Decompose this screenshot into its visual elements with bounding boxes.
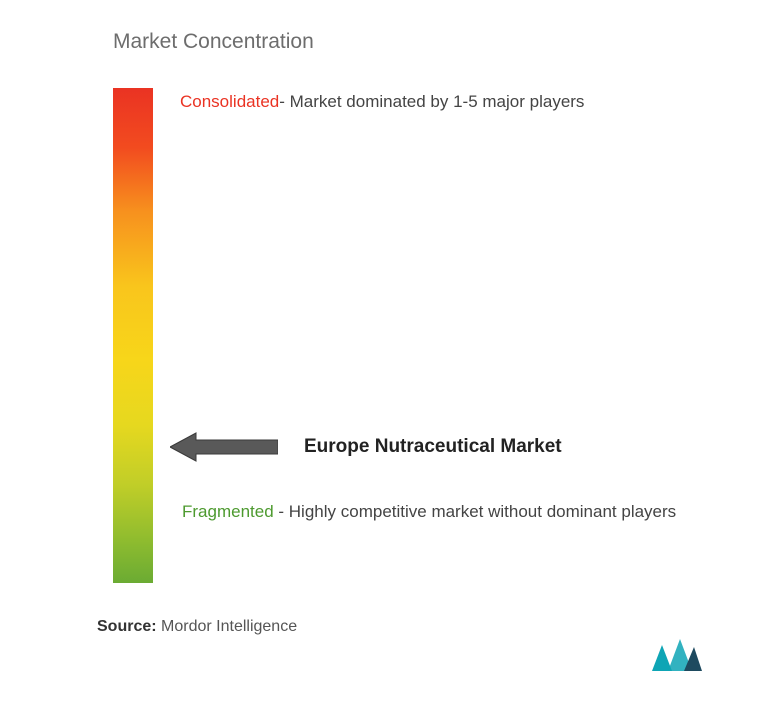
source-value: Mordor Intelligence: [157, 618, 298, 635]
source-label: Source:: [97, 618, 157, 635]
chart-container: Market Concentration Consolidated - Mark…: [0, 0, 759, 720]
chart-title: Market Concentration: [113, 30, 314, 54]
fragmented-desc: - Highly competitive market without domi…: [274, 502, 677, 521]
consolidated-desc: - Market dominated by 1-5 major players: [279, 92, 584, 112]
source-attribution: Source: Mordor Intelligence: [97, 618, 297, 636]
arrow-left-icon: [170, 432, 278, 462]
consolidated-label-row: Consolidated - Market dominated by 1-5 m…: [180, 92, 699, 112]
concentration-gradient-bar: [113, 88, 153, 583]
consolidated-key: Consolidated: [180, 92, 279, 112]
market-name-label: Europe Nutraceutical Market: [304, 436, 562, 458]
mordor-logo-icon: [650, 637, 704, 675]
fragmented-label-row: Fragmented - Highly competitive market w…: [182, 498, 699, 525]
market-position-marker: Europe Nutraceutical Market: [170, 432, 562, 462]
fragmented-key: Fragmented: [182, 502, 274, 521]
